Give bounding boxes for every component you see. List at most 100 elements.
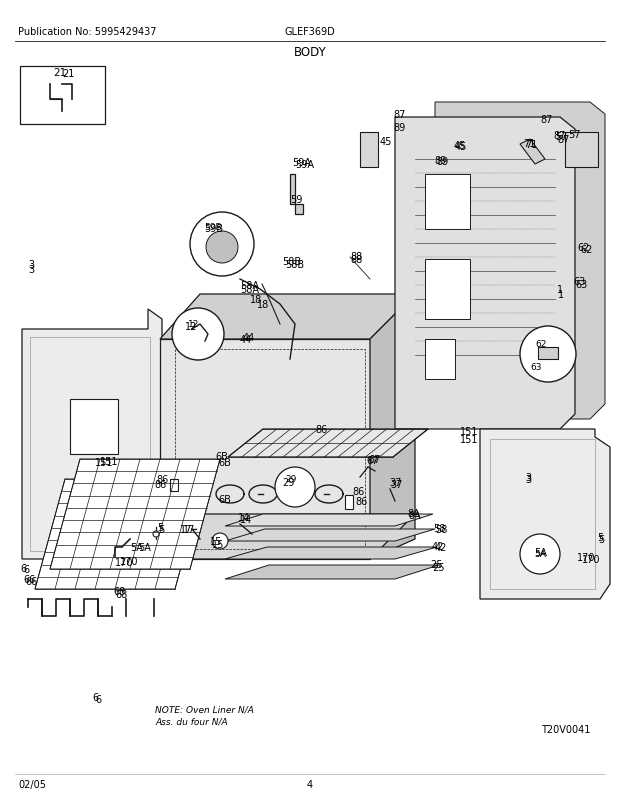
Polygon shape (225, 547, 437, 559)
Polygon shape (20, 67, 105, 125)
Circle shape (212, 533, 228, 549)
Text: 15: 15 (212, 539, 224, 549)
Text: 8A: 8A (408, 510, 421, 520)
Text: Publication No: 5995429437: Publication No: 5995429437 (18, 27, 156, 37)
Polygon shape (160, 514, 415, 559)
Text: 6B: 6B (215, 452, 228, 461)
Text: 89: 89 (434, 156, 446, 166)
Text: 5: 5 (158, 525, 164, 534)
Polygon shape (225, 529, 435, 541)
Circle shape (520, 326, 576, 383)
Polygon shape (435, 103, 605, 419)
Text: BODY: BODY (294, 46, 326, 59)
Text: 71: 71 (523, 139, 536, 149)
Text: 6: 6 (95, 695, 101, 704)
Text: 3: 3 (28, 265, 34, 274)
Text: 3: 3 (28, 260, 34, 269)
Text: 42: 42 (435, 542, 448, 553)
Text: 5A: 5A (130, 542, 143, 553)
Text: 5A: 5A (138, 542, 151, 553)
Polygon shape (425, 339, 455, 379)
Text: 17: 17 (180, 525, 192, 534)
Polygon shape (225, 514, 433, 526)
Text: 18: 18 (257, 300, 269, 310)
Text: 151: 151 (100, 456, 118, 467)
Text: 12: 12 (185, 322, 197, 331)
Text: 3: 3 (525, 475, 531, 484)
Text: 89: 89 (393, 123, 405, 133)
Text: 71: 71 (525, 140, 538, 150)
Polygon shape (345, 496, 353, 509)
Circle shape (206, 232, 238, 264)
Text: 66: 66 (23, 574, 35, 585)
Text: 1: 1 (557, 285, 563, 294)
Text: 58A: 58A (240, 281, 259, 290)
Text: 63: 63 (575, 280, 587, 290)
Text: 3: 3 (525, 472, 531, 482)
Text: 59: 59 (290, 195, 303, 205)
Text: 89: 89 (436, 157, 448, 167)
Text: Ass. du four N/A: Ass. du four N/A (155, 717, 228, 726)
Text: 68: 68 (113, 586, 125, 596)
Text: 58: 58 (433, 524, 445, 533)
Text: 37: 37 (389, 477, 401, 488)
Text: 86: 86 (355, 496, 367, 506)
Polygon shape (395, 118, 575, 429)
Text: 87: 87 (393, 110, 405, 119)
Text: 170: 170 (577, 553, 595, 562)
Text: 62: 62 (577, 243, 590, 253)
Text: 86: 86 (315, 424, 327, 435)
Text: 12: 12 (188, 320, 200, 329)
Text: 14: 14 (240, 514, 252, 525)
Text: 151: 151 (460, 427, 479, 436)
Text: 5: 5 (597, 533, 603, 542)
Text: 45: 45 (454, 141, 466, 151)
Polygon shape (290, 175, 303, 215)
Text: 21: 21 (53, 68, 66, 78)
Text: NOTE: Oven Liner N/A: NOTE: Oven Liner N/A (155, 705, 254, 714)
Text: 170: 170 (115, 557, 133, 567)
Polygon shape (70, 399, 118, 455)
Polygon shape (22, 310, 162, 559)
Text: 1: 1 (558, 290, 564, 300)
Text: 21: 21 (62, 69, 74, 79)
Text: 5A: 5A (534, 550, 546, 559)
Text: 67: 67 (366, 456, 378, 465)
Text: GLEF369D: GLEF369D (285, 27, 335, 37)
Text: 45: 45 (455, 142, 467, 152)
Text: 87: 87 (540, 115, 552, 125)
Polygon shape (480, 429, 610, 599)
Polygon shape (520, 140, 545, 164)
Text: 58A: 58A (240, 285, 259, 294)
Text: 87: 87 (553, 131, 565, 141)
Text: 29: 29 (285, 475, 296, 484)
Text: 25: 25 (432, 562, 445, 573)
Circle shape (172, 309, 224, 361)
Text: 57: 57 (555, 132, 567, 142)
Polygon shape (160, 294, 415, 339)
Polygon shape (228, 429, 428, 457)
Polygon shape (225, 565, 439, 579)
Text: 42: 42 (432, 541, 445, 551)
Text: 87: 87 (557, 135, 569, 145)
Polygon shape (425, 175, 470, 229)
Polygon shape (565, 133, 598, 168)
Text: 8A: 8A (407, 508, 420, 518)
Text: 6: 6 (20, 563, 26, 573)
Text: 67: 67 (368, 455, 381, 464)
Text: 86: 86 (352, 486, 364, 496)
Text: 17: 17 (183, 525, 195, 534)
Polygon shape (370, 294, 415, 559)
Text: 58B: 58B (282, 257, 301, 267)
Text: 6B: 6B (218, 494, 231, 504)
Text: 57: 57 (568, 130, 580, 140)
Text: 63: 63 (573, 277, 585, 286)
Text: 02/05: 02/05 (18, 779, 46, 789)
Circle shape (520, 534, 560, 574)
Text: 59A: 59A (295, 160, 314, 170)
Text: 25: 25 (430, 559, 443, 569)
Text: 6: 6 (92, 692, 98, 702)
Text: 5A: 5A (534, 547, 547, 557)
Text: 5: 5 (598, 534, 604, 545)
Text: 151: 151 (460, 435, 479, 444)
